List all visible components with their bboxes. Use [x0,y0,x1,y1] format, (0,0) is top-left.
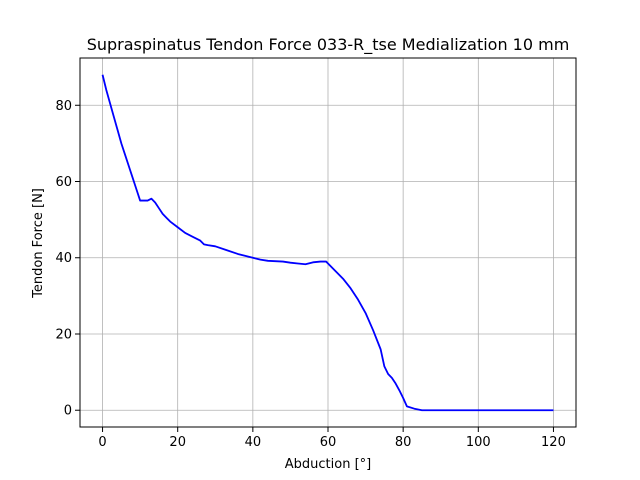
y-tick-label: 40 [55,251,72,266]
x-tick-label: 60 [320,435,337,450]
axis-ticks: 0 20 40 60 80 100 120 0 20 40 60 80 [55,99,565,450]
x-tick-label: 120 [541,435,566,450]
x-axis-label: Abduction [°] [285,457,371,472]
x-tick-label: 0 [98,435,106,450]
y-tick-label: 80 [55,99,72,114]
chart-title: Supraspinatus Tendon Force 033-R_tse Med… [87,35,570,55]
y-tick-label: 0 [64,404,72,419]
x-tick-label: 100 [466,435,491,450]
x-tick-label: 20 [169,435,186,450]
grid-lines [80,58,576,427]
x-tick-label: 40 [245,435,262,450]
y-axis-label: Tendon Force [N] [31,188,46,299]
tendon-force-line [101,74,554,412]
series-layer [101,74,554,412]
y-tick-label: 20 [55,327,72,342]
x-tick-label: 80 [395,435,412,450]
y-tick-label: 60 [55,175,72,190]
